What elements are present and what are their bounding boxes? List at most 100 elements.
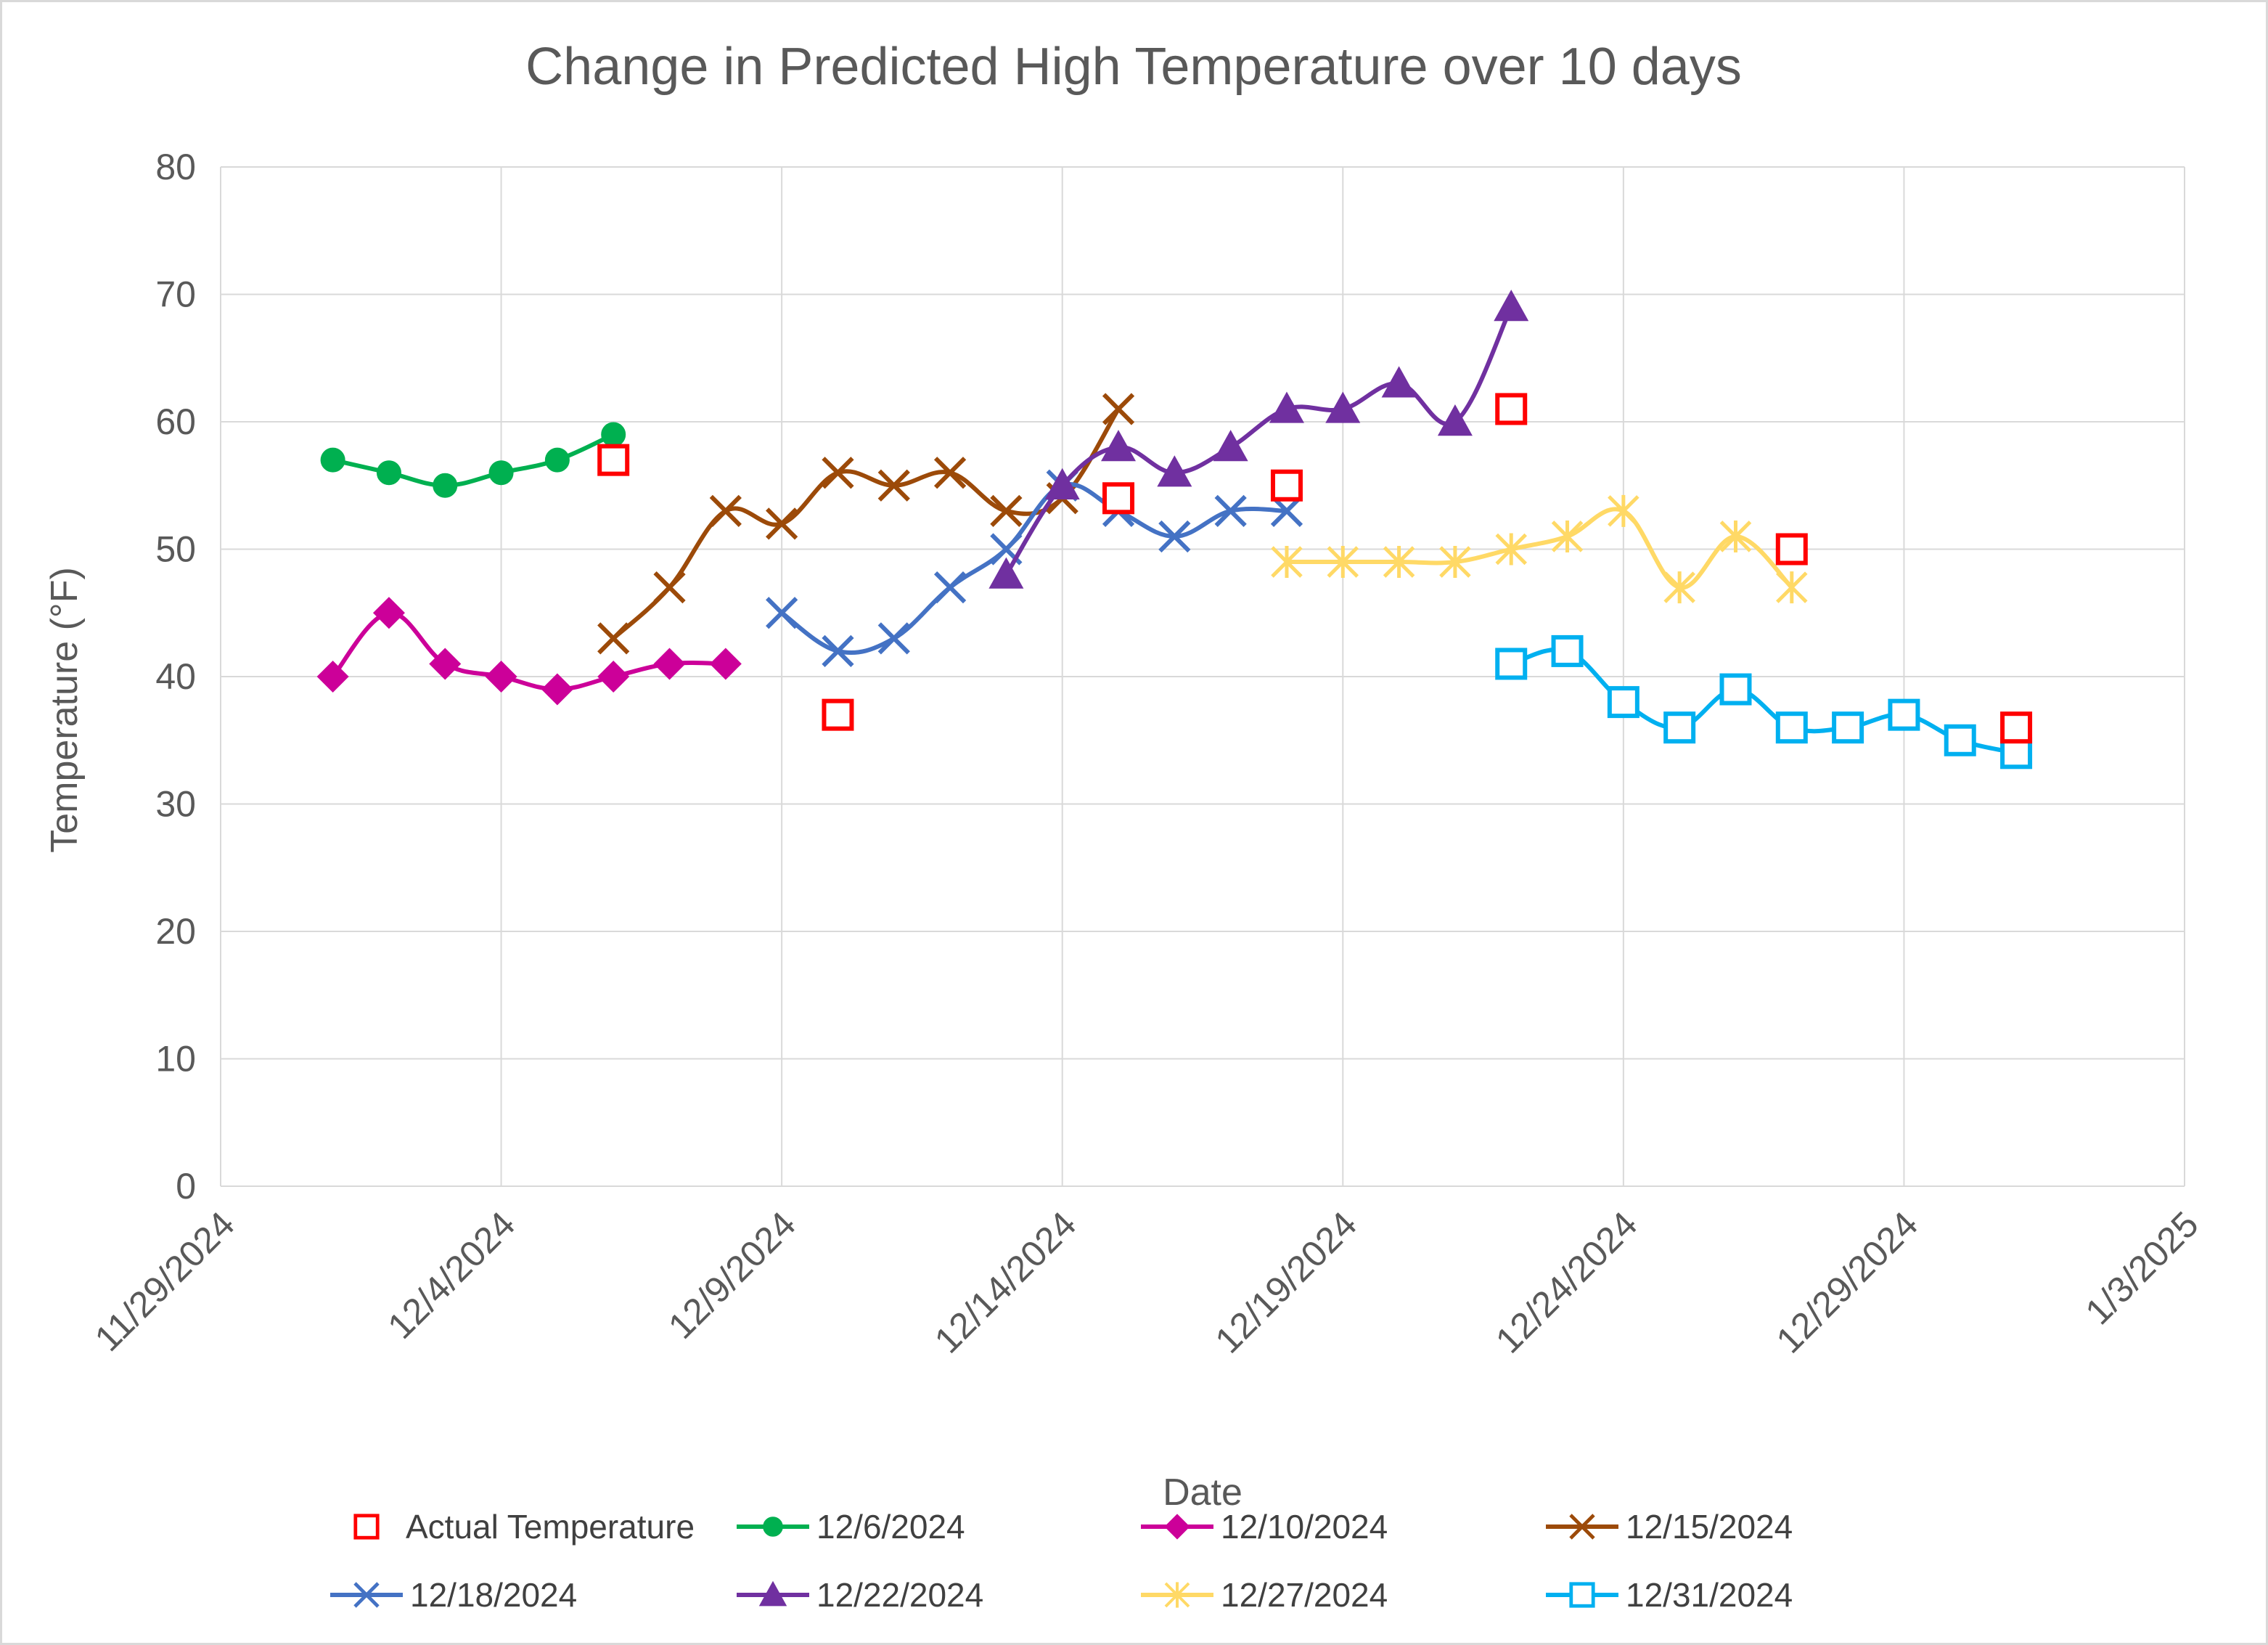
series-group	[316, 290, 2033, 770]
series-line	[779, 482, 1289, 656]
data-point	[653, 571, 686, 604]
data-point	[376, 460, 401, 486]
data-point	[544, 447, 570, 473]
data-point	[1270, 469, 1303, 502]
y-axis-ticks: 0 10 20 30 40 50 60 70 80	[155, 147, 196, 1207]
legend-item: Actual Temperature	[353, 1508, 695, 1546]
series-12-22-2024	[988, 290, 1529, 589]
data-point	[1888, 698, 1920, 731]
data-point	[597, 661, 630, 693]
data-point	[1832, 711, 1864, 744]
legend-item: 12/22/2024	[737, 1576, 983, 1614]
series-12-6-2024	[320, 422, 626, 498]
legend-item: 12/31/2024	[1546, 1576, 1793, 1614]
y-tick-label: 30	[155, 784, 196, 825]
x-tick-label: 11/29/2024	[87, 1204, 242, 1359]
data-point	[1269, 391, 1304, 423]
chart-title: Change in Predicted High Temperature ove…	[525, 38, 1742, 96]
data-point	[1325, 391, 1361, 423]
data-point	[709, 494, 742, 527]
data-point	[1608, 494, 1639, 527]
data-point	[1494, 290, 1529, 322]
series-12-27-2024	[1271, 494, 1808, 604]
data-point	[1775, 711, 1808, 744]
legend: Actual Temperature 12/6/2024 12/10/2024 12/…	[330, 1508, 1793, 1614]
data-point	[1495, 648, 1528, 680]
data-point	[1495, 533, 1527, 566]
series-line	[1004, 305, 1514, 577]
data-point	[766, 507, 798, 540]
data-point	[597, 444, 630, 476]
x-tick-label: 12/24/2024	[1488, 1204, 1645, 1361]
legend-item: 12/27/2024	[1141, 1576, 1388, 1614]
data-point	[433, 473, 458, 498]
data-point	[1157, 455, 1192, 487]
y-axis-title: Temperature (°F)	[44, 567, 86, 853]
data-point	[822, 457, 854, 489]
data-point	[822, 634, 854, 668]
y-tick-label: 20	[155, 911, 196, 952]
x-tick-label: 12/19/2024	[1208, 1204, 1365, 1361]
data-point	[1381, 366, 1417, 398]
legend-item: 12/15/2024	[1546, 1508, 1793, 1546]
data-point	[1663, 571, 1695, 604]
y-tick-label: 0	[176, 1166, 196, 1207]
legend-label: 12/22/2024	[816, 1576, 983, 1614]
y-tick-label: 50	[155, 529, 196, 570]
data-point	[933, 571, 967, 604]
y-tick-label: 80	[155, 147, 196, 187]
legend-label: 12/27/2024	[1221, 1576, 1388, 1614]
y-tick-label: 40	[155, 656, 196, 697]
series-line	[1509, 647, 2019, 756]
data-point	[1719, 520, 1752, 552]
legend-marker	[758, 1580, 787, 1607]
data-point	[1158, 520, 1191, 553]
data-point	[1663, 711, 1696, 744]
data-point	[877, 622, 910, 655]
legend-marker	[1569, 1514, 1595, 1540]
legend-label: 12/18/2024	[410, 1576, 577, 1614]
series-12-15-2024	[597, 393, 1135, 655]
data-point	[1383, 546, 1415, 579]
x-tick-label: 12/9/2024	[660, 1204, 803, 1347]
legend-label: 12/6/2024	[816, 1508, 965, 1546]
data-point	[1551, 634, 1584, 667]
legend-marker	[353, 1514, 380, 1540]
legend-label: 12/31/2024	[1626, 1576, 1793, 1614]
y-tick-label: 70	[155, 274, 196, 315]
series-12-31-2024	[1495, 634, 2033, 770]
data-point	[709, 648, 742, 680]
data-point	[1551, 520, 1584, 552]
data-point	[877, 469, 910, 502]
series-line	[611, 407, 1121, 641]
data-point	[1271, 546, 1303, 579]
data-point	[1044, 468, 1080, 499]
data-point	[601, 422, 626, 447]
gridlines	[220, 166, 2185, 1187]
data-point	[1607, 686, 1639, 719]
legend-marker	[763, 1517, 783, 1537]
data-point	[1439, 546, 1471, 579]
data-point	[488, 460, 514, 486]
data-point	[1213, 430, 1248, 462]
data-point	[1214, 494, 1247, 527]
data-point	[485, 661, 517, 693]
y-tick-label: 60	[155, 401, 196, 442]
series-line	[1284, 507, 1794, 590]
legend-marker	[1164, 1514, 1190, 1540]
data-point	[541, 673, 573, 706]
x-tick-label: 1/3/2025	[2078, 1204, 2206, 1332]
data-point	[1944, 724, 1976, 756]
data-point	[822, 698, 854, 731]
data-point	[933, 457, 967, 489]
legend-marker	[1164, 1582, 1190, 1608]
x-axis-title: Date	[1163, 1471, 1243, 1514]
x-tick-label: 12/29/2024	[1769, 1204, 1926, 1361]
data-point	[766, 597, 798, 629]
data-point	[316, 661, 349, 693]
data-point	[597, 622, 630, 655]
series-12-10-2024	[316, 597, 742, 706]
